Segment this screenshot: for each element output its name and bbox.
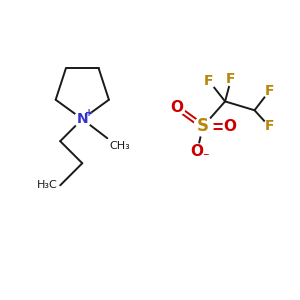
- Text: ⁻: ⁻: [202, 151, 209, 164]
- Text: F: F: [265, 84, 274, 98]
- Text: +: +: [85, 108, 93, 118]
- Text: O: O: [223, 119, 236, 134]
- Text: F: F: [265, 119, 274, 134]
- Text: F: F: [226, 72, 236, 86]
- Text: O: O: [170, 100, 183, 115]
- Text: F: F: [204, 74, 214, 88]
- Text: H₃C: H₃C: [37, 180, 57, 190]
- Text: S: S: [197, 117, 209, 135]
- Text: N: N: [76, 112, 88, 126]
- Text: CH₃: CH₃: [110, 141, 130, 151]
- Text: O: O: [190, 144, 204, 159]
